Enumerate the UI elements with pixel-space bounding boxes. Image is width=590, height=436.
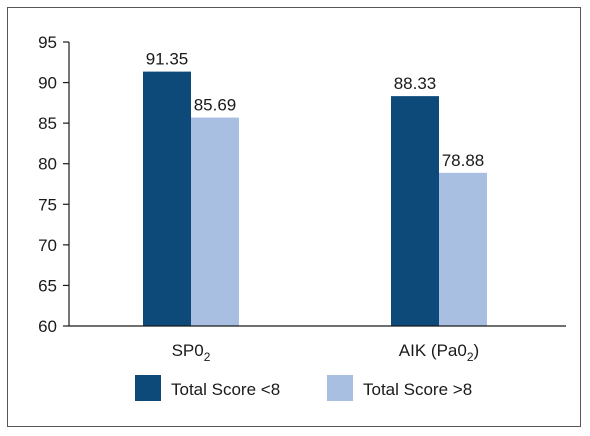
y-axis: 60 65 70 75 80 85 90 95: [38, 33, 70, 336]
category-text: AIK (Pa0: [399, 341, 467, 360]
data-label: 78.88: [442, 151, 485, 170]
y-tick-label: 75: [38, 195, 57, 214]
y-tick-label: 95: [38, 33, 57, 52]
bar-lt8-1: [391, 96, 439, 326]
legend-swatch: [135, 375, 161, 401]
data-label: 91.35: [146, 50, 189, 69]
bar-lt8-0: [143, 71, 191, 326]
category-text: SP0: [172, 341, 204, 360]
x-category-label: AIK (Pa02): [399, 341, 479, 364]
data-label: 85.69: [194, 96, 237, 115]
y-tick-label: 60: [38, 317, 57, 336]
category-tail: ): [474, 341, 480, 360]
bar-gt8-1: [439, 172, 487, 326]
legend-label: Total Score >8: [363, 380, 472, 399]
data-label: 88.33: [394, 74, 437, 93]
y-tick-label: 80: [38, 155, 57, 174]
x-axis: SP02 AIK (Pa02): [69, 325, 566, 364]
y-tick-label: 70: [38, 236, 57, 255]
bars: 91.35 85.69 88.33 78.88: [143, 50, 487, 326]
legend: Total Score <8 Total Score >8: [135, 375, 472, 401]
legend-label: Total Score <8: [171, 380, 280, 399]
bar-gt8-0: [191, 117, 239, 326]
y-tick-label: 65: [38, 276, 57, 295]
y-tick-label: 85: [38, 114, 57, 133]
chart-frame: [7, 7, 581, 427]
y-tick-label: 90: [38, 74, 57, 93]
legend-swatch: [327, 375, 353, 401]
x-category-label: SP02: [172, 341, 211, 364]
category-subscript: 2: [204, 350, 211, 364]
category-subscript: 2: [467, 350, 474, 364]
